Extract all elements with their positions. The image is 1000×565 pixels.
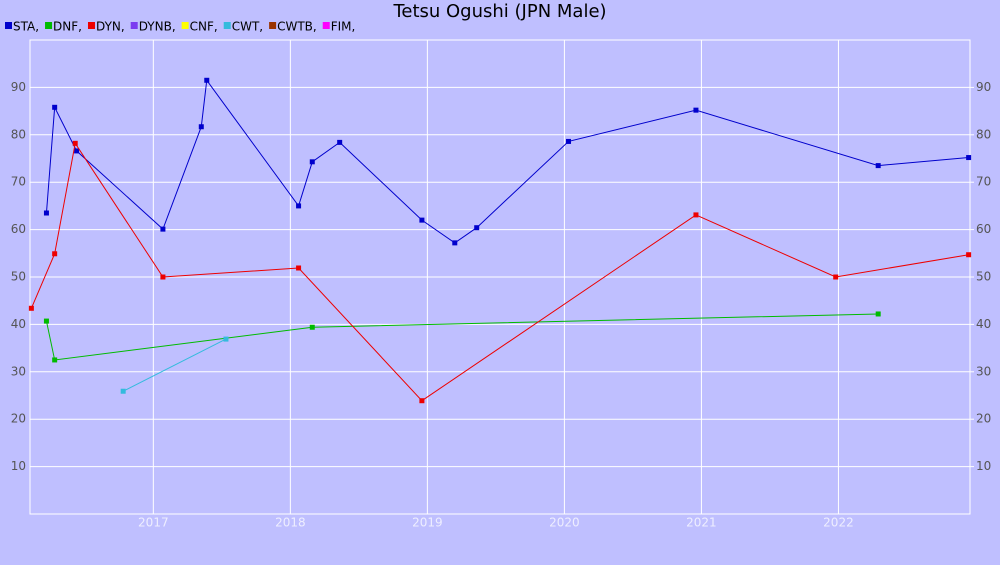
x-tick-label: 2017 — [138, 516, 169, 530]
y2-tick-label: 30 — [976, 364, 991, 378]
legend-label: DNF, — [53, 20, 82, 34]
point — [875, 311, 881, 317]
legend-swatch — [322, 22, 330, 29]
y-tick-label: 30 — [11, 364, 26, 378]
y2-tick-label: 50 — [976, 270, 991, 284]
y2-tick-label: 40 — [976, 317, 991, 331]
legend-swatch — [5, 22, 12, 29]
legend-label: CWTB, — [277, 20, 317, 34]
point — [966, 252, 972, 258]
point — [74, 148, 80, 154]
point — [693, 107, 699, 113]
chart-title: Tetsu Ogushi (JPN Male) — [392, 1, 606, 22]
x-tick-label: 2021 — [686, 516, 717, 530]
point — [966, 155, 972, 161]
y-tick-label: 20 — [11, 412, 26, 426]
legend-label: FIM, — [331, 20, 356, 34]
y-tick-label: 10 — [11, 459, 26, 473]
point — [52, 357, 58, 363]
point — [419, 217, 425, 223]
legend-label: CNF, — [190, 20, 218, 34]
legend-swatch — [181, 22, 189, 29]
point — [419, 398, 425, 404]
point — [474, 225, 480, 231]
y-tick-label: 90 — [11, 80, 26, 94]
point — [833, 274, 839, 280]
point — [43, 210, 49, 216]
point — [52, 251, 58, 257]
legend-swatch — [130, 22, 138, 29]
point — [309, 159, 315, 165]
legend-label: DYN, — [96, 20, 125, 34]
point — [204, 77, 210, 83]
y-tick-label: 80 — [11, 127, 26, 141]
point — [296, 203, 302, 209]
legend-label: STA, — [13, 20, 39, 34]
y-tick-label: 40 — [11, 317, 26, 331]
y-tick-label: 50 — [11, 270, 26, 284]
point — [28, 305, 34, 311]
point — [875, 163, 881, 169]
series-line — [122, 338, 227, 392]
legend-swatch — [223, 22, 231, 29]
series-line — [45, 313, 879, 361]
x-tick-label: 2019 — [412, 516, 443, 530]
point — [452, 240, 458, 246]
y2-tick-label: 80 — [976, 127, 991, 141]
point — [160, 274, 166, 280]
y2-tick-label: 70 — [976, 175, 991, 189]
y2-tick-label: 10 — [976, 459, 991, 473]
legend-label: DYNB, — [139, 20, 176, 34]
point — [198, 124, 204, 130]
x-tick-label: 2020 — [549, 516, 580, 530]
legend-swatch — [87, 22, 95, 29]
legend-label: CWT, — [232, 20, 263, 34]
point — [693, 212, 699, 218]
point — [296, 265, 302, 271]
point — [52, 104, 58, 110]
legend-swatch — [45, 22, 53, 29]
point — [160, 226, 166, 232]
x-tick-label: 2022 — [823, 516, 854, 530]
point — [223, 336, 229, 342]
point — [43, 318, 49, 324]
series-line — [45, 78, 969, 244]
y-tick-label: 70 — [11, 175, 26, 189]
point — [337, 139, 343, 145]
legend-swatch — [269, 22, 277, 29]
point — [72, 140, 78, 146]
y2-tick-label: 20 — [976, 412, 991, 426]
y2-tick-label: 60 — [976, 222, 991, 236]
y-tick-label: 60 — [11, 222, 26, 236]
point — [120, 388, 126, 394]
point — [566, 138, 572, 144]
y2-tick-label: 90 — [976, 80, 991, 94]
point — [309, 324, 315, 330]
x-tick-label: 2018 — [275, 516, 306, 530]
